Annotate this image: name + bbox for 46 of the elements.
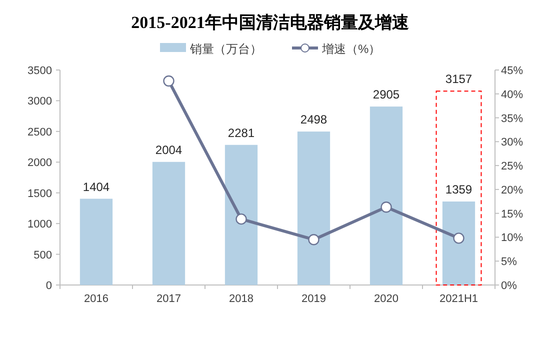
point <box>163 75 174 87</box>
x-tick-label: 2021H1 <box>439 293 478 305</box>
data-label: 2281 <box>228 126 255 140</box>
bar <box>442 202 476 285</box>
point <box>453 232 464 244</box>
x-tick-label: 2016 <box>84 293 108 305</box>
bar <box>436 90 482 286</box>
data-label: 2004 <box>155 142 182 157</box>
y2-tick-label: 25% <box>501 160 524 173</box>
y-tick-label: 0 <box>46 280 52 292</box>
y-tick-label: 3500 <box>28 65 52 77</box>
y-tick-label: 1000 <box>28 218 52 231</box>
y2-tick-label: 15% <box>501 208 524 220</box>
bar <box>152 162 186 285</box>
y2-tick-label: 40% <box>501 88 524 101</box>
point <box>236 213 247 225</box>
data-label: 2498 <box>300 112 328 127</box>
bar <box>297 132 330 285</box>
y2-tick-label: 30% <box>501 136 524 149</box>
bar <box>370 106 403 285</box>
bar <box>224 144 258 285</box>
y2-tick-label: 45% <box>501 65 524 77</box>
y2-tick-label: 10% <box>501 232 524 244</box>
data-label: 2905 <box>372 88 400 102</box>
x-tick-label: 2020 <box>374 293 398 305</box>
chart-title: 2015-2021年中国清洁电器销量及增速 <box>131 13 409 32</box>
legend-label: 增速（%） <box>321 42 381 56</box>
y-tick-label: 3000 <box>28 96 52 108</box>
y2-tick-label: 35% <box>501 112 524 125</box>
x-tick-label: 2018 <box>229 293 254 305</box>
x-tick-label: 2017 <box>156 293 181 305</box>
y-tick-label: 1500 <box>28 188 52 200</box>
bar <box>80 198 113 285</box>
y-tick-label: 2000 <box>28 157 52 170</box>
legend-label: 销量（万台） <box>189 42 262 56</box>
y2-tick-label: 20% <box>501 184 524 196</box>
y2-tick-label: 5% <box>501 256 518 268</box>
x-tick-label: 2019 <box>302 293 326 305</box>
data-label: 1359 <box>445 182 472 197</box>
point <box>380 202 392 213</box>
data-label: 3157 <box>445 72 472 86</box>
data-label: 1404 <box>82 180 110 194</box>
y-tick-label: 500 <box>34 249 52 262</box>
y-tick-label: 2500 <box>28 126 52 138</box>
point <box>308 234 320 246</box>
y2-tick-label: 0% <box>501 280 518 292</box>
